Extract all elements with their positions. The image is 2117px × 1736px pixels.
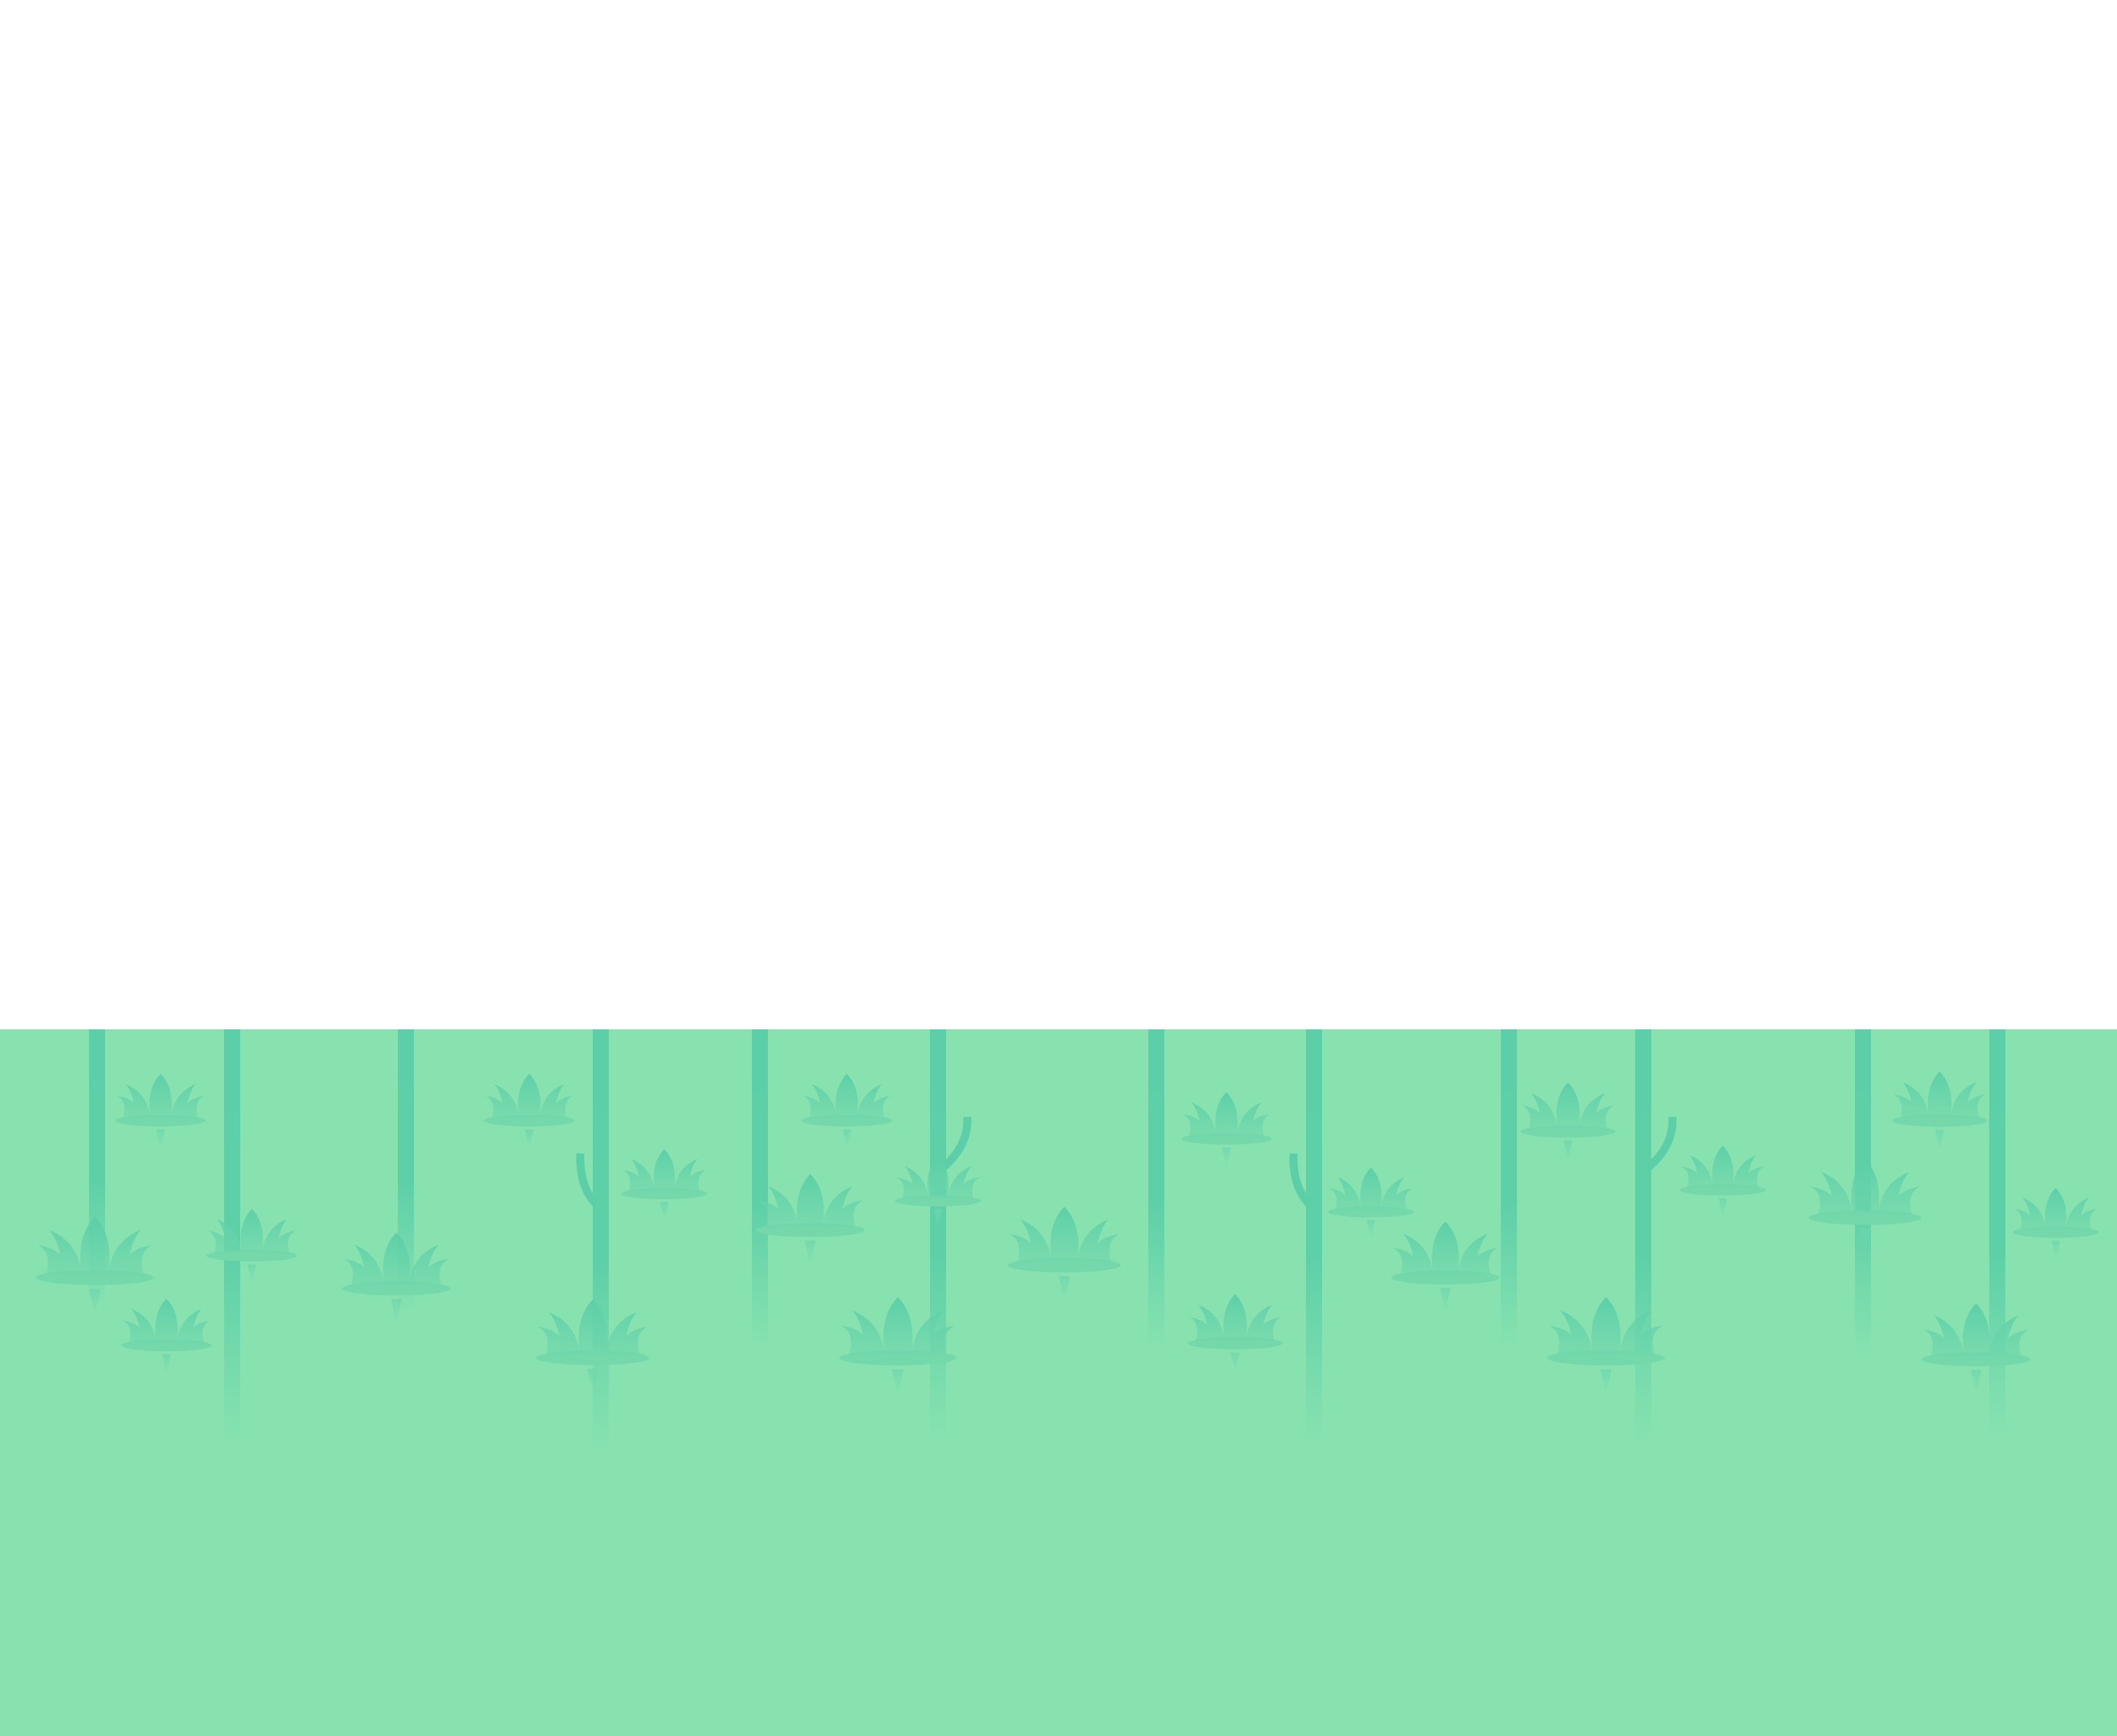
grass-tuft <box>115 1074 206 1150</box>
grass-tuft <box>1891 1071 1988 1151</box>
grass-tuft <box>2013 1188 2099 1260</box>
sky-area <box>0 0 2117 1029</box>
grass-tuft <box>1391 1221 1500 1313</box>
grass-tuft <box>839 1297 957 1396</box>
grass-tuft <box>207 1209 297 1285</box>
grass-tuft <box>342 1232 451 1324</box>
grass-tuft <box>1808 1159 1922 1254</box>
bamboo-stalk <box>1989 1029 2005 1438</box>
bamboo-stalk <box>1148 1029 1164 1351</box>
grass-tuft <box>621 1149 707 1221</box>
grass-tuft <box>36 1216 154 1316</box>
grass-tuft <box>536 1299 650 1394</box>
grass-tuft <box>1007 1207 1121 1302</box>
grass-tuft <box>1547 1297 1665 1396</box>
grass-tuft <box>802 1074 892 1150</box>
bamboo-stalk <box>1306 1029 1322 1445</box>
bamboo-branch <box>940 1116 972 1172</box>
bamboo-stalk <box>593 1029 609 1453</box>
grass-tuft <box>1680 1145 1766 1218</box>
bamboo-stalk <box>1635 1029 1651 1445</box>
bamboo-stalk <box>930 1029 946 1442</box>
bamboo-branch <box>576 1153 600 1207</box>
bamboo-stalk <box>752 1029 768 1351</box>
ground-area <box>0 1029 2117 1736</box>
grass-tuft <box>1520 1082 1616 1162</box>
bamboo-branch <box>1289 1153 1313 1207</box>
grass-tuft <box>895 1156 981 1229</box>
grass-tuft <box>484 1074 575 1150</box>
grass-tuft <box>1328 1167 1414 1240</box>
grass-tuft <box>121 1299 212 1375</box>
bamboo-branch <box>1645 1116 1677 1172</box>
grass-tuft <box>1181 1092 1272 1168</box>
grass-tuft <box>1187 1294 1283 1374</box>
grass-tuft <box>1921 1303 2031 1394</box>
grass-tuft <box>756 1174 865 1265</box>
bamboo-stalk <box>1501 1029 1517 1351</box>
